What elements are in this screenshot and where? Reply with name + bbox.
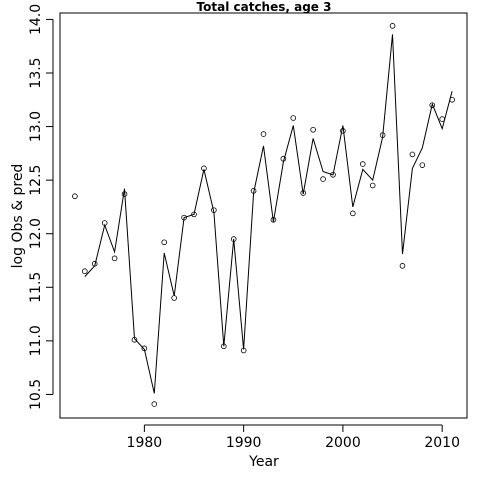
observed-point [101, 220, 108, 226]
x-axis-label: Year [248, 454, 279, 470]
observed-point [151, 401, 158, 407]
fitted-line [84, 34, 453, 394]
x-tick-label: 1980 [127, 435, 163, 451]
x-tick-label: 1990 [226, 435, 262, 451]
y-tick-label: 12.5 [28, 165, 44, 196]
observed-point [171, 295, 177, 301]
y-axis: 10.5 11.0 11.5 12.0 12.5 13.0 13.5 14.0 [28, 4, 54, 410]
observed-point [121, 191, 128, 197]
observed-point [399, 263, 406, 269]
observed-point [250, 188, 257, 194]
y-tick-label: 13.5 [28, 57, 44, 88]
observed-point [389, 23, 396, 29]
observed-point [350, 210, 356, 217]
observed-point [340, 128, 346, 134]
observed-points [72, 23, 455, 407]
observed-point [240, 347, 247, 354]
x-axis: 1980 1990 2000 2010 [127, 424, 460, 451]
observed-point [439, 116, 445, 122]
observed-point [409, 151, 416, 158]
observed-point [141, 345, 148, 352]
y-tick-label: 12.0 [28, 218, 44, 249]
observed-point [320, 176, 326, 182]
y-tick-label: 11.5 [28, 272, 44, 303]
observed-point [72, 193, 78, 200]
fitted-line-path [84, 34, 453, 394]
observed-point [449, 96, 455, 103]
observed-point [330, 171, 336, 178]
observed-point [220, 343, 227, 350]
x-tick-label: 2010 [424, 435, 460, 451]
y-tick-label: 14.0 [28, 4, 44, 35]
chart-title: Total catches, age 3 [197, 0, 332, 14]
observed-point [131, 336, 138, 343]
observed-point [369, 182, 376, 189]
y-tick-label: 11.0 [28, 325, 44, 356]
observed-point [82, 268, 88, 275]
observed-point [260, 131, 267, 137]
observed-point [419, 162, 426, 168]
observed-point [310, 126, 316, 133]
observed-point [359, 161, 366, 167]
observed-point [191, 211, 197, 218]
observed-point [230, 236, 237, 242]
y-axis-label: log Obs & pred [10, 164, 26, 269]
observed-point [211, 207, 217, 213]
observed-point [181, 214, 187, 221]
observed-point [201, 165, 207, 172]
observed-point [300, 190, 307, 196]
observed-point [111, 255, 118, 262]
observed-point [161, 239, 168, 246]
y-tick-label: 10.5 [28, 379, 44, 410]
observed-point [379, 132, 386, 138]
observed-point [429, 102, 436, 108]
observed-point [91, 260, 98, 267]
observed-point [270, 216, 277, 223]
y-tick-label: 13.0 [28, 111, 44, 142]
observed-point [280, 155, 287, 162]
x-tick-label: 2000 [325, 435, 361, 451]
plot-frame [59, 12, 468, 419]
observed-point [290, 115, 297, 121]
